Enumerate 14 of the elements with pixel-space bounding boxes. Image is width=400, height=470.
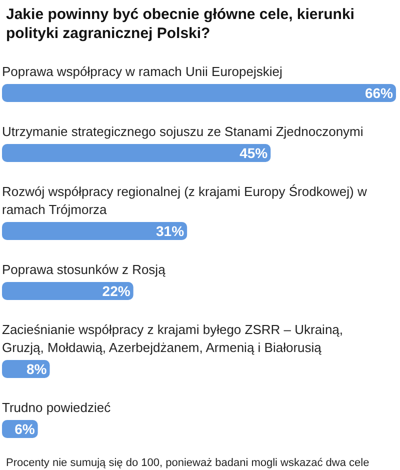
y-tick-label: Zacieśnianie współpracy z krajami byłego ZSRR – Ukrainą, Gruzją, Mołdawią, Azerbejdżanem, Armenią i Białorusią	[2, 322, 344, 355]
data-label: 6%	[14, 421, 36, 437]
y-tick-label: Poprawa współpracy w ramach Unii Europejskiej	[2, 64, 282, 79]
data-label: 66%	[364, 85, 394, 101]
data-label: 31%	[156, 223, 185, 239]
text: Procenty nie sumują się do 100, ponieważ badani mogli wskazać dwa cele	[6, 457, 370, 469]
data-label: 22%	[102, 283, 131, 299]
y-tick-label: Rozwój współpracy regionalnej (z krajami Europy Środkowej) w ramach Trójmorza	[2, 184, 368, 217]
y-tick-label: Utrzymanie strategicznego sojuszu ze Stanami Zjednoczonymi	[2, 124, 364, 139]
y-tick-label: Poprawa stosunków z Rosją	[2, 262, 166, 277]
y-tick-label: Trudno powiedzieć	[2, 400, 112, 415]
data-label: 8%	[26, 361, 48, 377]
data-label: 45%	[240, 145, 268, 161]
chart-title: Jakie powinny być obecnie główne cele, kierunki polityki zagranicznej Polski?	[6, 6, 354, 42]
